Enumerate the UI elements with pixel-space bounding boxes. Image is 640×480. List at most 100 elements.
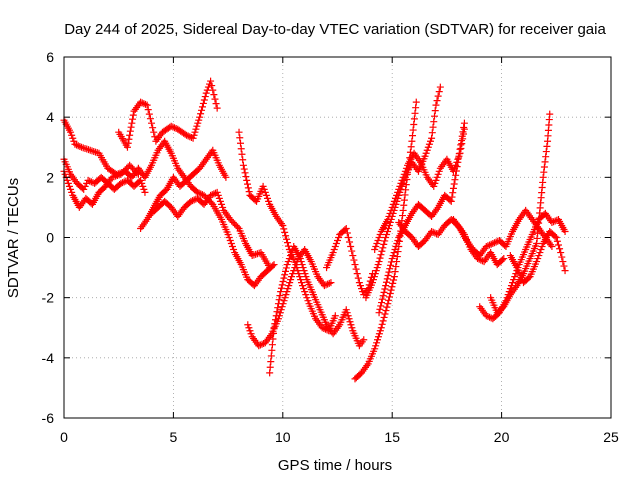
data-point xyxy=(376,254,384,262)
data-point xyxy=(197,110,205,118)
data-point xyxy=(554,241,562,249)
data-point xyxy=(209,86,217,94)
x-tick-label: 5 xyxy=(170,429,178,445)
data-point xyxy=(303,294,311,302)
data-point xyxy=(344,312,352,320)
data-point xyxy=(222,173,230,181)
data-point xyxy=(401,191,409,199)
data-point xyxy=(283,261,291,269)
data-point xyxy=(433,173,441,181)
data-point xyxy=(189,197,197,205)
data-point xyxy=(374,237,382,245)
data-point xyxy=(239,161,247,169)
data-point xyxy=(543,142,551,150)
data-point xyxy=(533,258,541,266)
data-point xyxy=(324,280,332,288)
data-point xyxy=(137,98,145,106)
data-point xyxy=(141,188,149,196)
data-point xyxy=(284,285,292,293)
data-point xyxy=(400,170,408,178)
chart-title: Day 244 of 2025, Sidereal Day-to-day VTE… xyxy=(64,21,606,38)
data-point xyxy=(393,191,401,199)
data-point xyxy=(386,209,394,217)
data-point xyxy=(542,148,550,156)
data-point xyxy=(432,101,440,109)
data-point xyxy=(346,238,354,246)
data-point xyxy=(195,189,203,197)
data-point xyxy=(347,321,355,329)
data-point xyxy=(546,110,554,118)
series-track-f xyxy=(148,188,274,272)
data-point xyxy=(239,156,247,164)
data-point xyxy=(385,268,393,276)
series-track-t xyxy=(506,227,569,287)
data-point xyxy=(269,262,277,270)
data-point xyxy=(433,230,441,238)
data-point xyxy=(274,304,282,312)
data-point xyxy=(498,256,506,264)
data-point xyxy=(454,158,462,166)
data-point xyxy=(457,141,465,149)
data-point xyxy=(353,270,361,278)
y-tick-label: 0 xyxy=(46,230,54,246)
data-point xyxy=(391,268,399,276)
data-point xyxy=(354,274,362,282)
data-point xyxy=(374,333,382,341)
data-point xyxy=(389,279,397,287)
data-point xyxy=(534,255,542,263)
data-point xyxy=(297,258,305,266)
data-point xyxy=(346,318,354,326)
data-point xyxy=(434,92,442,100)
data-point xyxy=(380,288,388,296)
data-point xyxy=(411,109,419,117)
data-point xyxy=(190,131,198,139)
data-point xyxy=(460,119,468,127)
data-point xyxy=(133,169,141,177)
data-point xyxy=(219,203,227,211)
data-point xyxy=(230,246,238,254)
data-point xyxy=(390,249,398,257)
data-point xyxy=(184,132,192,140)
data-point xyxy=(320,282,328,290)
series-track-b xyxy=(60,155,149,196)
data-point xyxy=(500,255,508,263)
data-point xyxy=(548,218,556,226)
series-track-o xyxy=(375,119,468,317)
data-point xyxy=(348,324,356,332)
series-track-s xyxy=(487,110,554,317)
data-point xyxy=(396,182,404,190)
data-point xyxy=(375,234,383,241)
data-point xyxy=(375,258,383,266)
data-point xyxy=(429,228,437,236)
data-point xyxy=(455,150,463,158)
data-point xyxy=(300,285,308,293)
data-point xyxy=(351,261,359,269)
data-point xyxy=(431,112,439,120)
data-point xyxy=(482,312,490,320)
data-point xyxy=(350,256,358,264)
data-point xyxy=(207,77,215,85)
data-point xyxy=(332,240,340,248)
y-tick-label: 6 xyxy=(46,49,54,65)
data-point xyxy=(390,273,398,281)
data-point xyxy=(412,98,420,106)
data-point xyxy=(322,281,330,289)
data-point xyxy=(282,264,290,272)
data-point xyxy=(490,239,498,247)
data-point xyxy=(376,305,384,313)
data-point xyxy=(291,264,299,272)
data-point xyxy=(371,270,379,278)
data-point xyxy=(391,246,399,254)
data-point xyxy=(279,277,287,285)
data-point xyxy=(385,212,393,220)
data-point xyxy=(378,320,386,328)
data-point xyxy=(169,123,177,131)
data-point xyxy=(383,230,391,238)
data-point xyxy=(512,270,520,278)
data-point xyxy=(216,197,224,205)
data-point xyxy=(289,270,297,278)
data-point xyxy=(207,199,215,207)
data-point xyxy=(194,119,202,127)
data-point xyxy=(489,240,497,248)
data-point xyxy=(559,258,567,266)
